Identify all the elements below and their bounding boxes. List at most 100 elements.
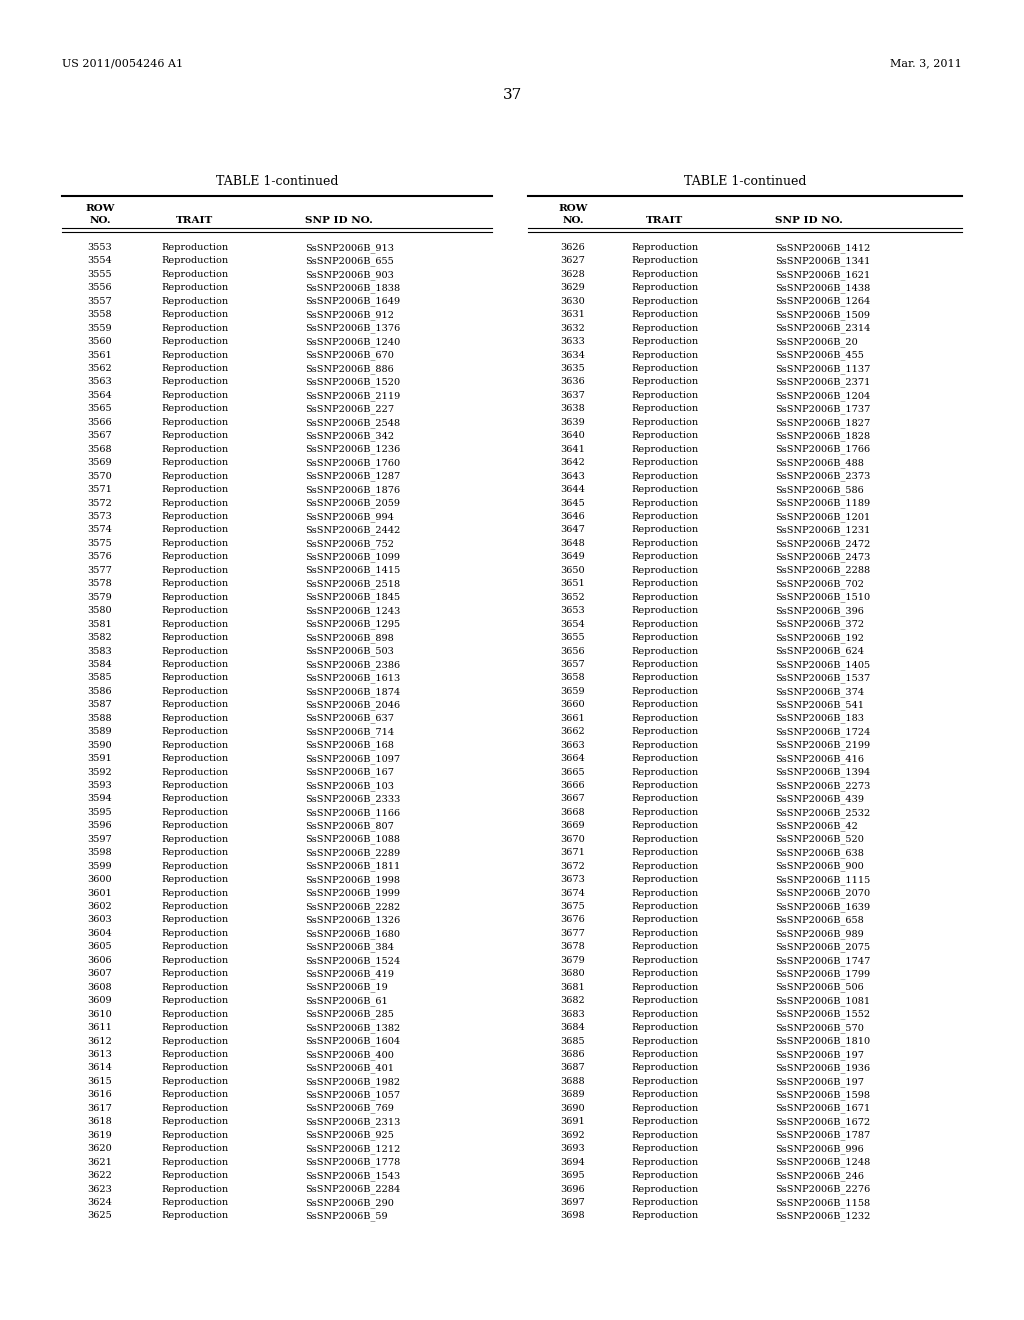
Text: Reproduction: Reproduction <box>162 821 228 830</box>
Text: 3568: 3568 <box>88 445 113 454</box>
Text: Reproduction: Reproduction <box>162 647 228 656</box>
Text: 3669: 3669 <box>561 821 586 830</box>
Text: 3582: 3582 <box>88 634 113 642</box>
Text: 3675: 3675 <box>560 902 586 911</box>
Text: Reproduction: Reproduction <box>162 1171 228 1180</box>
Text: SsSNP2006B_2314: SsSNP2006B_2314 <box>775 323 870 334</box>
Text: SsSNP2006B_2371: SsSNP2006B_2371 <box>775 378 870 387</box>
Text: Reproduction: Reproduction <box>162 445 228 454</box>
Text: SsSNP2006B_1845: SsSNP2006B_1845 <box>305 593 400 602</box>
Text: SsSNP2006B_1137: SsSNP2006B_1137 <box>775 364 870 374</box>
Text: 3691: 3691 <box>560 1117 586 1126</box>
Text: SsSNP2006B_1982: SsSNP2006B_1982 <box>305 1077 400 1086</box>
Text: Reproduction: Reproduction <box>162 1010 228 1019</box>
Text: ROW: ROW <box>85 205 115 213</box>
Text: 3617: 3617 <box>88 1104 113 1113</box>
Text: 37: 37 <box>503 88 521 102</box>
Text: Reproduction: Reproduction <box>162 686 228 696</box>
Text: Reproduction: Reproduction <box>632 337 698 346</box>
Text: Reproduction: Reproduction <box>632 297 698 306</box>
Text: SsSNP2006B_1243: SsSNP2006B_1243 <box>305 606 400 616</box>
Text: SsSNP2006B_1737: SsSNP2006B_1737 <box>775 404 870 414</box>
Text: 3614: 3614 <box>88 1064 113 1072</box>
Text: Reproduction: Reproduction <box>632 741 698 750</box>
Text: SsSNP2006B_342: SsSNP2006B_342 <box>305 432 394 441</box>
Text: Reproduction: Reproduction <box>632 1023 698 1032</box>
Text: SsSNP2006B_192: SsSNP2006B_192 <box>775 634 864 643</box>
Text: 3664: 3664 <box>560 754 586 763</box>
Text: 3642: 3642 <box>560 458 586 467</box>
Text: 3572: 3572 <box>88 499 113 508</box>
Text: 3554: 3554 <box>88 256 113 265</box>
Text: 3662: 3662 <box>560 727 586 737</box>
Text: 3676: 3676 <box>560 916 586 924</box>
Text: Reproduction: Reproduction <box>632 634 698 642</box>
Text: SsSNP2006B_1248: SsSNP2006B_1248 <box>775 1158 870 1167</box>
Text: SsSNP2006B_455: SsSNP2006B_455 <box>775 351 864 360</box>
Text: Reproduction: Reproduction <box>632 606 698 615</box>
Text: Reproduction: Reproduction <box>162 1064 228 1072</box>
Text: Reproduction: Reproduction <box>632 673 698 682</box>
Text: TRAIT: TRAIT <box>176 216 214 224</box>
Text: 3610: 3610 <box>88 1010 113 1019</box>
Text: Reproduction: Reproduction <box>632 310 698 319</box>
Text: SsSNP2006B_2059: SsSNP2006B_2059 <box>305 499 400 508</box>
Text: Reproduction: Reproduction <box>632 1090 698 1100</box>
Text: SsSNP2006B_2289: SsSNP2006B_2289 <box>305 849 400 858</box>
Text: Reproduction: Reproduction <box>632 512 698 521</box>
Text: SsSNP2006B_994: SsSNP2006B_994 <box>305 512 394 521</box>
Text: 3677: 3677 <box>560 929 586 939</box>
Text: Reproduction: Reproduction <box>162 660 228 669</box>
Text: SsSNP2006B_1240: SsSNP2006B_1240 <box>305 337 400 347</box>
Text: Reproduction: Reproduction <box>162 364 228 374</box>
Text: SsSNP2006B_769: SsSNP2006B_769 <box>305 1104 394 1114</box>
Text: Reproduction: Reproduction <box>162 1090 228 1100</box>
Text: SsSNP2006B_1097: SsSNP2006B_1097 <box>305 754 400 764</box>
Text: Reproduction: Reproduction <box>632 956 698 965</box>
Text: Reproduction: Reproduction <box>632 1144 698 1154</box>
Text: Reproduction: Reproduction <box>162 512 228 521</box>
Text: Reproduction: Reproduction <box>162 486 228 494</box>
Text: 3622: 3622 <box>88 1171 113 1180</box>
Text: 3602: 3602 <box>88 902 113 911</box>
Text: SsSNP2006B_1115: SsSNP2006B_1115 <box>775 875 870 884</box>
Text: SsSNP2006B_1799: SsSNP2006B_1799 <box>775 969 870 979</box>
Text: Reproduction: Reproduction <box>162 593 228 602</box>
Text: 3626: 3626 <box>560 243 586 252</box>
Text: SsSNP2006B_2473: SsSNP2006B_2473 <box>775 552 870 562</box>
Text: 3644: 3644 <box>560 486 586 494</box>
Text: 3628: 3628 <box>560 269 586 279</box>
Text: SsSNP2006B_714: SsSNP2006B_714 <box>305 727 394 737</box>
Text: NO.: NO. <box>89 216 111 224</box>
Text: 3632: 3632 <box>560 323 586 333</box>
Text: SsSNP2006B_400: SsSNP2006B_400 <box>305 1049 394 1060</box>
Text: SsSNP2006B_1509: SsSNP2006B_1509 <box>775 310 870 319</box>
Text: SsSNP2006B_655: SsSNP2006B_655 <box>305 256 394 267</box>
Text: Reproduction: Reproduction <box>162 499 228 508</box>
Text: Reproduction: Reproduction <box>632 486 698 494</box>
Text: Reproduction: Reproduction <box>162 579 228 589</box>
Text: 3575: 3575 <box>88 539 113 548</box>
Text: 3648: 3648 <box>560 539 586 548</box>
Text: 3630: 3630 <box>560 297 586 306</box>
Text: Reproduction: Reproduction <box>162 929 228 939</box>
Text: Reproduction: Reproduction <box>632 1064 698 1072</box>
Text: SsSNP2006B_886: SsSNP2006B_886 <box>305 364 394 374</box>
Text: SsSNP2006B_1828: SsSNP2006B_1828 <box>775 432 870 441</box>
Text: Reproduction: Reproduction <box>632 1171 698 1180</box>
Text: SsSNP2006B_1232: SsSNP2006B_1232 <box>775 1212 870 1221</box>
Text: Reproduction: Reproduction <box>632 619 698 628</box>
Text: Reproduction: Reproduction <box>632 404 698 413</box>
Text: Reproduction: Reproduction <box>162 1212 228 1221</box>
Text: 3576: 3576 <box>88 552 113 561</box>
Text: SsSNP2006B_1552: SsSNP2006B_1552 <box>775 1010 870 1019</box>
Text: 3555: 3555 <box>88 269 113 279</box>
Text: 3661: 3661 <box>560 714 586 723</box>
Text: Reproduction: Reproduction <box>632 418 698 426</box>
Text: Reproduction: Reproduction <box>632 1036 698 1045</box>
Text: Reproduction: Reproduction <box>162 714 228 723</box>
Text: 3553: 3553 <box>88 243 113 252</box>
Text: SsSNP2006B_183: SsSNP2006B_183 <box>775 714 864 723</box>
Text: SsSNP2006B_1671: SsSNP2006B_1671 <box>775 1104 870 1114</box>
Text: Reproduction: Reproduction <box>162 404 228 413</box>
